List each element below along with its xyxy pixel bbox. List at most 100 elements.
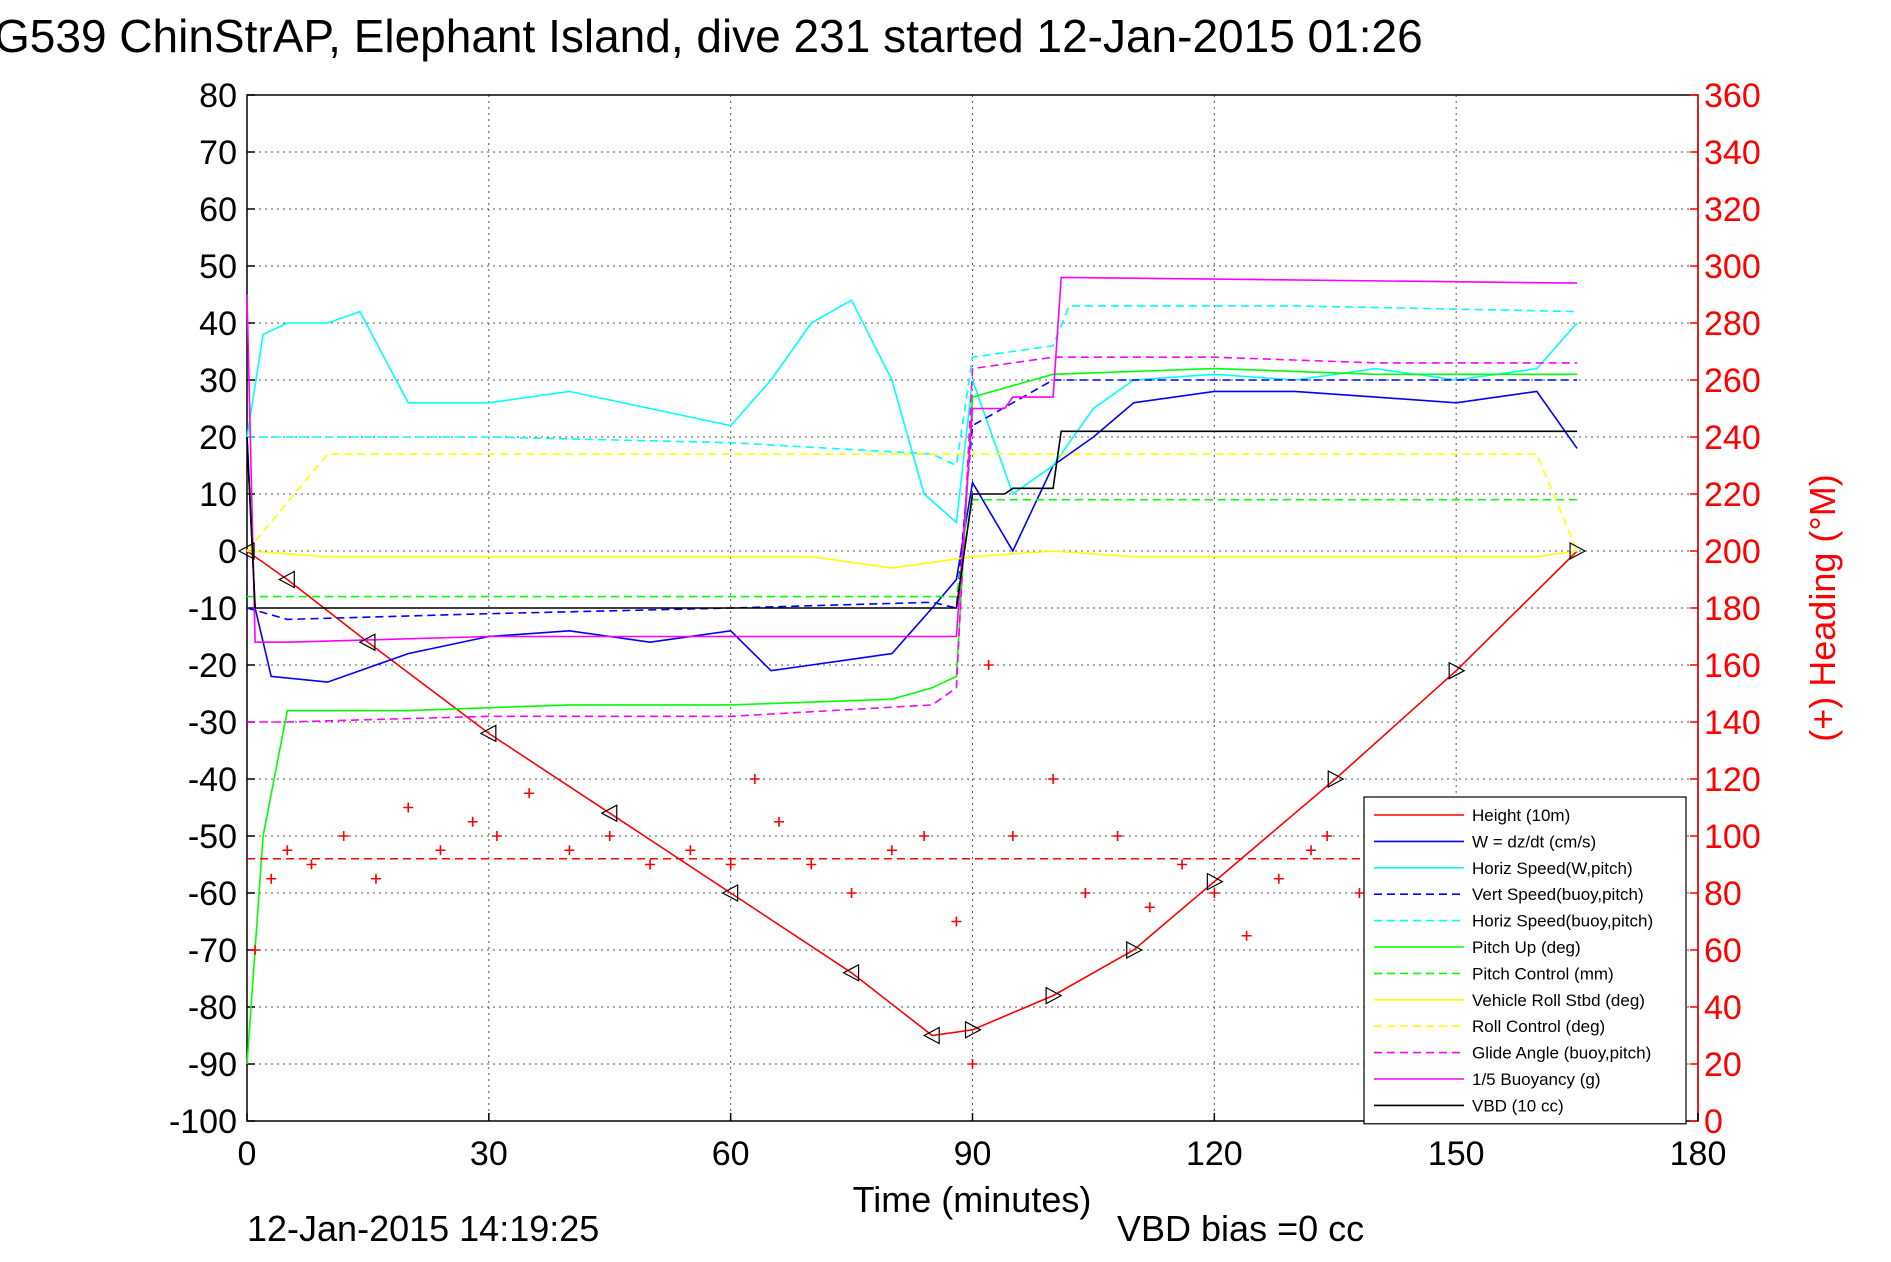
- series-line-10: [246, 276, 1578, 644]
- heading-point: [1209, 888, 1220, 898]
- height-marker: [237, 542, 255, 560]
- series-line-1: [246, 390, 1578, 683]
- series-line-4: [247, 305, 1578, 467]
- heading-point: [1177, 859, 1188, 870]
- heading-point: [806, 859, 817, 870]
- series-line-11: [246, 430, 1578, 609]
- y-left-tick-label: -50: [188, 818, 237, 856]
- y-right-tick-label: 220: [1704, 476, 1761, 514]
- grid-lines: [247, 95, 1698, 1121]
- height-marker: [358, 633, 376, 652]
- height-marker: [721, 884, 739, 902]
- y-left-tick-label: -10: [188, 590, 237, 628]
- heading-point: [524, 788, 535, 799]
- legend-label: Vehicle Roll Stbd (deg): [1472, 991, 1645, 1010]
- heading-point: [282, 845, 293, 856]
- y-left-tick-label: -70: [188, 932, 237, 970]
- heading-point: [983, 660, 994, 670]
- series-line-9: [247, 356, 1578, 723]
- y-right-tick-label: 80: [1704, 875, 1742, 913]
- chart-title: G539 ChinStrAP, Elephant Island, dive 23…: [0, 10, 1423, 62]
- height-marker: [1126, 941, 1143, 959]
- series-line-0: [246, 550, 1578, 1037]
- y-right-tick-label: 280: [1704, 305, 1761, 343]
- heading-point: [774, 816, 785, 827]
- y-left-tick-label: 20: [199, 419, 237, 457]
- series-line-3: [246, 379, 1578, 621]
- y-right-tick-label: 260: [1704, 362, 1761, 400]
- legend-label: Glide Angle (buoy,pitch): [1472, 1044, 1651, 1063]
- y-left-tick-label: -40: [188, 761, 237, 799]
- y-axis-left-ticks: 80 70 60 50 40 30 20 10 0 -10 -20 -30 -40 -50 -60 -70 -8…: [169, 77, 255, 1141]
- heading-point: [1306, 845, 1317, 856]
- y-right-tick-label: 200: [1704, 533, 1761, 571]
- series-line-7: [246, 550, 1578, 569]
- y-right-tick-label: 0: [1704, 1103, 1723, 1141]
- height-marker: [922, 1026, 940, 1045]
- y-right-tick-label: 340: [1704, 134, 1761, 172]
- heading-point: [1322, 831, 1333, 841]
- heading-point: [266, 873, 277, 884]
- y-right-tick-label: 320: [1704, 191, 1761, 229]
- y-right-tick-label: 60: [1704, 932, 1742, 970]
- y-left-tick-label: 50: [199, 248, 237, 286]
- y-left-tick-label: 10: [199, 476, 237, 514]
- y-left-tick-label: -60: [188, 875, 237, 913]
- height-marker: [1327, 770, 1345, 788]
- heading-point: [846, 888, 857, 898]
- legend-box: [1363, 796, 1687, 1125]
- heading-point: [725, 859, 736, 870]
- height-marker: [1045, 986, 1063, 1005]
- heading-point: [491, 831, 502, 841]
- y-right-tick-label: 20: [1704, 1046, 1742, 1084]
- heading-point: [435, 845, 446, 856]
- heading-point: [604, 831, 615, 841]
- y-right-tick-label: 160: [1704, 647, 1761, 685]
- y-left-tick-label: 30: [199, 362, 237, 400]
- y-left-tick-label: 0: [218, 533, 237, 571]
- y-left-tick-label: 80: [199, 77, 237, 115]
- legend-label: VBD (10 cc): [1472, 1096, 1564, 1115]
- heading-point: [919, 831, 930, 841]
- series-line-6: [247, 498, 1578, 598]
- heading-point: [749, 774, 760, 784]
- series-line-5: [246, 367, 1578, 1065]
- y-right-tick-label: 40: [1704, 989, 1742, 1027]
- series-line-2: [246, 299, 1578, 525]
- y-left-tick-label: -30: [188, 704, 237, 742]
- heading-point: [1144, 902, 1155, 913]
- heading-point: [306, 859, 317, 870]
- legend: Height (10m) W = dz/dt (cm/s) Horiz Speed(…: [1363, 796, 1687, 1125]
- y-axis-right-label: (+) Heading (°M): [1802, 474, 1843, 741]
- y-left-tick-label: -100: [169, 1103, 237, 1141]
- x-tick-label: 30: [470, 1135, 508, 1173]
- y-axis-right-ticks: 3603403203002802602402202001801601401201…: [1690, 77, 1761, 1141]
- heading-point: [250, 945, 261, 955]
- x-tick-label: 150: [1428, 1135, 1485, 1173]
- height-marker: [1569, 542, 1587, 560]
- heading-point: [685, 845, 696, 856]
- height-marker: [964, 1020, 982, 1039]
- legend-label: Height (10m): [1472, 806, 1570, 825]
- footer-vbd-bias: VBD bias =0 cc: [1117, 1208, 1364, 1249]
- x-tick-label: 60: [712, 1135, 750, 1173]
- heading-point: [1007, 831, 1018, 841]
- y-right-tick-label: 180: [1704, 590, 1761, 628]
- legend-label: Pitch Up (deg): [1472, 938, 1581, 957]
- height-marker: [1448, 661, 1466, 680]
- heading-point: [1273, 873, 1284, 884]
- height-marker: [479, 724, 497, 743]
- series-group: [237, 276, 1587, 1065]
- heading-series: [247, 660, 1578, 1069]
- series-line-8: [246, 453, 1578, 552]
- y-right-tick-label: 360: [1704, 77, 1761, 115]
- y-left-tick-label: -90: [188, 1046, 237, 1084]
- x-tick-label: 180: [1670, 1135, 1727, 1173]
- heading-point: [645, 859, 656, 870]
- y-right-tick-label: 300: [1704, 248, 1761, 286]
- x-axis-label: Time (minutes): [853, 1179, 1092, 1220]
- x-tick-label: 90: [954, 1135, 992, 1173]
- heading-point: [967, 1059, 978, 1069]
- y-left-tick-label: 60: [199, 191, 237, 229]
- height-marker: [1206, 872, 1224, 891]
